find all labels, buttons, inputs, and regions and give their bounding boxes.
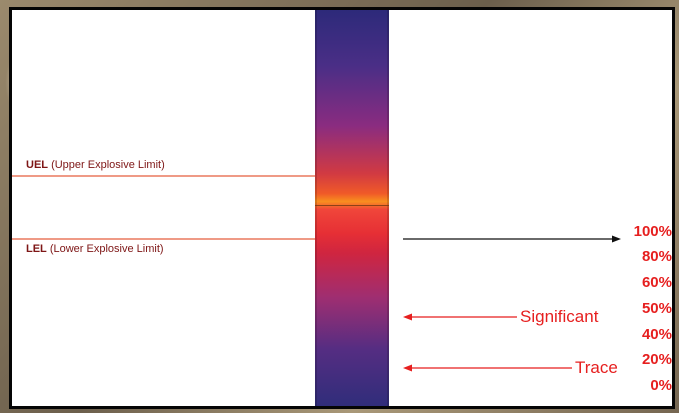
scale-0-percent: 0% bbox=[650, 377, 672, 394]
scale-50-percent: 50% bbox=[641, 300, 672, 317]
gas-concentration-gradient-bar bbox=[315, 10, 389, 406]
scale-20-percent: 20% bbox=[641, 351, 672, 368]
uel-label: UEL (Upper Explosive Limit) bbox=[26, 159, 165, 172]
lel-line bbox=[12, 238, 315, 240]
uel-line bbox=[12, 175, 315, 177]
indicator-arrows bbox=[403, 235, 621, 372]
uel-abbreviation: UEL bbox=[26, 159, 48, 171]
significant-label: Significant bbox=[520, 307, 599, 326]
scale-40-percent: 40% bbox=[641, 326, 672, 343]
scale-100-percent: 100% bbox=[633, 223, 672, 240]
arrow-head-100-percent bbox=[612, 235, 621, 243]
scale-60-percent: 60% bbox=[641, 274, 672, 291]
scale-80-percent: 80% bbox=[641, 248, 672, 265]
lel-description: (Lower Explosive Limit) bbox=[49, 243, 164, 255]
lel-abbreviation: LEL bbox=[26, 243, 47, 255]
explosive-limit-diagram: UEL (Upper Explosive Limit) LEL (Lower E… bbox=[9, 7, 675, 409]
gradient-bar-divider bbox=[315, 205, 389, 206]
trace-label: Trace bbox=[575, 358, 618, 377]
lel-label: LEL (Lower Explosive Limit) bbox=[26, 243, 164, 256]
uel-description: (Upper Explosive Limit) bbox=[51, 159, 165, 171]
trace-arrow-head bbox=[403, 364, 412, 372]
significant-arrow-head bbox=[403, 313, 412, 321]
